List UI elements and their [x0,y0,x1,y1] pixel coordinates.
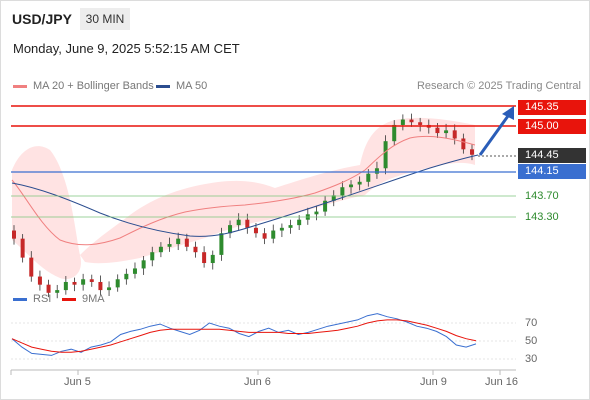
candle-down [20,238,25,258]
datetime-label: Monday, June 9, 2025 5:52:15 AM CET [13,41,240,56]
current-price-label: 144.45 [518,148,586,163]
candle-down [418,122,423,125]
x-tick-jun6: Jun 6 [244,376,271,388]
candle-up [132,268,137,274]
candle-down [37,276,42,285]
rsi-tick-50: 50 [525,335,538,347]
candle-down [452,130,457,139]
rsi-tick-70: 70 [525,317,538,329]
candle-up [115,279,120,288]
candle-up [374,168,379,174]
candle-down [98,281,103,291]
candle-down [461,138,466,150]
ma50-line [11,154,479,237]
rsi-ma-label: 9MA [82,293,105,305]
candle-up [279,227,284,231]
legend-ma50: MA 50 [156,80,207,92]
candle-up [63,281,68,291]
candle-up [331,195,336,201]
x-tick-jun16: Jun 16 [485,376,519,388]
candle-up [297,219,302,226]
candle-up [167,244,172,247]
candle-up [340,187,345,196]
candle-up [176,238,181,245]
candle-down [193,246,198,253]
rsi-tick-30: 30 [525,353,538,365]
timeframe-button[interactable]: 30 MIN [80,8,130,30]
pivot-price-label: 144.15 [518,164,586,179]
candle-up [141,260,146,269]
rsi-ma-line [11,319,477,353]
candle-up [400,119,405,125]
candle-up [444,130,449,134]
x-tick-jun5: Jun 5 [64,376,91,388]
candle-up [288,225,293,228]
candle-up [219,233,224,255]
candle-up [158,246,163,253]
candle-up [81,279,86,285]
r2-price-label: 145.35 [518,100,586,115]
candle-up [392,124,397,142]
candle-down [253,227,258,234]
candle-up [271,230,276,239]
candle-up [366,173,371,182]
ma20-swatch [13,84,27,88]
candle-up [323,200,328,212]
candle-down [245,219,250,228]
bollinger-band [12,117,475,280]
candle-down [262,233,267,239]
candle-down [409,119,414,123]
candle-up [150,252,155,261]
candle-up [236,219,241,226]
candle-up [124,273,129,280]
ma50-swatch [156,84,170,88]
candle-up [383,141,388,169]
candle-down [72,281,77,285]
credit-text: Research © 2025 Trading Central [416,80,581,92]
candle-down [89,279,94,282]
rsi-swatch [13,297,27,301]
ma20-line [11,135,476,246]
candle-down [12,230,16,239]
rsi-line [11,313,477,356]
rsi-label: RSI [33,293,52,305]
candle-up [314,211,319,215]
symbol-title: USD/JPY [12,11,72,27]
candle-up [228,225,233,234]
candle-down [29,257,34,277]
ma50-label: MA 50 [176,80,208,92]
r1-price-label: 145.00 [518,119,586,134]
candle-down [435,127,440,134]
candle-up [107,287,112,291]
legend-rsi-ma: 9MA [62,293,105,305]
candle-down [184,238,189,247]
candle-down [202,252,207,264]
rsi-ma-swatch [62,297,76,301]
candle-up [357,181,362,185]
candle-down [470,149,474,155]
legend-rsi: RSI [13,293,51,305]
candle-up [210,254,215,264]
forecast-arrow-head [502,106,514,120]
legend-ma20: MA 20 + Bollinger Bands [13,80,154,92]
s1-price-label: 143.70 [525,190,559,202]
x-tick-jun9: Jun 9 [420,376,447,388]
candle-up [55,290,60,293]
s2-price-label: 143.30 [525,211,559,223]
candle-up [349,184,354,188]
candle-down [46,284,51,293]
ma20-label: MA 20 + Bollinger Bands [33,80,154,92]
forecast-arrow [478,115,510,156]
